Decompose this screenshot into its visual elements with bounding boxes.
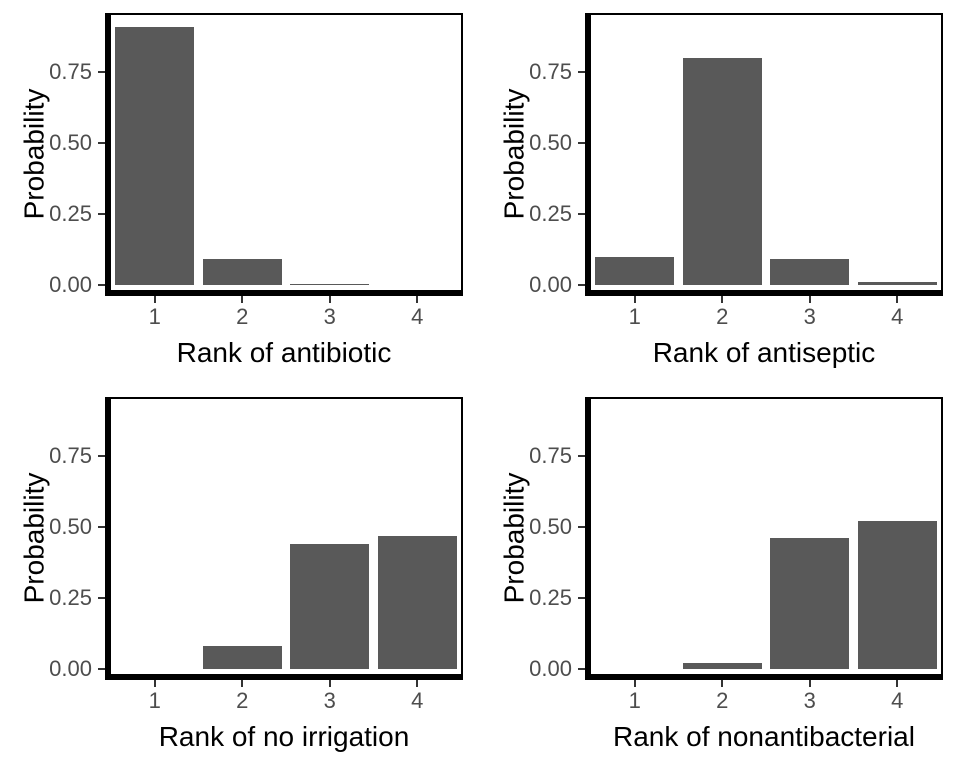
x-tick-mark	[416, 296, 419, 303]
chart-antibiotic: Probability Rank of antibiotic 0.00 0.25 0…	[0, 0, 480, 384]
y-tick-label: 0.50	[529, 514, 572, 539]
y-tick-label: 0.50	[529, 130, 572, 155]
x-tick-mark	[896, 680, 899, 687]
x-axis-title: Rank of nonantibacterial	[613, 721, 915, 752]
x-tick-label: 2	[236, 304, 249, 329]
y-tick-mark	[578, 526, 585, 528]
y-tick-mark	[98, 142, 105, 144]
x-tick-mark	[808, 680, 811, 687]
y-tick-mark	[98, 213, 105, 215]
bar-rank-2	[202, 646, 282, 669]
x-tick-label: 1	[628, 304, 641, 329]
y-tick-mark	[98, 526, 105, 528]
x-tick-mark	[721, 680, 724, 687]
y-tick-mark	[578, 668, 585, 670]
y-tick-label: 0.75	[49, 443, 92, 468]
y-tick-mark	[578, 597, 585, 599]
y-tick-mark	[578, 71, 585, 73]
x-tick-mark	[153, 680, 156, 687]
bar-rank-4	[857, 521, 937, 669]
x-tick-mark	[633, 296, 636, 303]
x-tick-label: 3	[323, 688, 336, 713]
x-tick-mark	[328, 680, 331, 687]
x-tick-label: 2	[236, 688, 249, 713]
x-tick-label: 1	[148, 304, 161, 329]
x-tick-mark	[241, 680, 244, 687]
x-tick-mark	[896, 296, 899, 303]
chart-nonantibacterial: Probability Rank of nonantibacterial 0.0…	[480, 384, 960, 768]
bar-rank-2	[682, 663, 762, 669]
x-tick-label: 2	[716, 304, 729, 329]
y-tick-label: 0.75	[529, 443, 572, 468]
bar-rank-3	[290, 544, 370, 669]
y-tick-label: 0.25	[529, 201, 572, 226]
y-tick-mark	[98, 284, 105, 286]
y-tick-label: 0.50	[49, 130, 92, 155]
chart-no-irrigation: Probability Rank of no irrigation 0.00 0.…	[0, 384, 480, 768]
bar-rank-3	[770, 259, 850, 285]
x-tick-label: 2	[716, 688, 729, 713]
y-tick-label: 0.25	[49, 585, 92, 610]
x-tick-label: 3	[803, 304, 816, 329]
x-tick-mark	[808, 296, 811, 303]
x-tick-label: 4	[891, 688, 904, 713]
y-tick-mark	[578, 142, 585, 144]
x-tick-label: 4	[411, 304, 424, 329]
y-tick-mark	[578, 455, 585, 457]
x-tick-mark	[633, 680, 636, 687]
bar-rank-1	[595, 257, 675, 285]
x-tick-mark	[241, 296, 244, 303]
x-tick-label: 3	[323, 304, 336, 329]
plot-panel	[105, 13, 463, 296]
x-tick-mark	[328, 296, 331, 303]
x-tick-label: 4	[411, 688, 424, 713]
y-tick-mark	[98, 455, 105, 457]
y-tick-mark	[578, 213, 585, 215]
bar-rank-3	[290, 284, 370, 285]
y-tick-label: 0.50	[49, 514, 92, 539]
bar-rank-4	[377, 536, 457, 669]
x-axis-title: Rank of antibiotic	[176, 337, 392, 368]
x-tick-mark	[153, 296, 156, 303]
plot-panel	[585, 13, 943, 296]
y-tick-label: 0.25	[49, 201, 92, 226]
y-tick-label: 0.25	[529, 585, 572, 610]
y-tick-label: 0.00	[49, 656, 92, 681]
x-tick-mark	[721, 296, 724, 303]
x-tick-label: 1	[148, 688, 161, 713]
y-tick-mark	[98, 668, 105, 670]
bar-rank-2	[682, 58, 762, 285]
x-tick-label: 4	[891, 304, 904, 329]
bar-rank-2	[202, 259, 282, 285]
x-tick-label: 3	[803, 688, 816, 713]
x-axis-title: Rank of antiseptic	[652, 337, 876, 368]
bar-rank-3	[770, 538, 850, 669]
bar-rank-1	[115, 27, 195, 285]
chart-antiseptic: Probability Rank of antiseptic 0.00 0.25 0…	[480, 0, 960, 384]
y-tick-mark	[98, 71, 105, 73]
plot-panel	[105, 397, 463, 680]
y-tick-mark	[578, 284, 585, 286]
y-tick-label: 0.75	[529, 59, 572, 84]
plot-panel	[585, 397, 943, 680]
y-tick-mark	[98, 597, 105, 599]
y-tick-label: 0.00	[49, 272, 92, 297]
y-tick-label: 0.00	[529, 272, 572, 297]
y-tick-label: 0.00	[529, 656, 572, 681]
x-tick-label: 1	[628, 688, 641, 713]
x-tick-mark	[416, 680, 419, 687]
bar-rank-4	[857, 282, 937, 285]
y-tick-label: 0.75	[49, 59, 92, 84]
x-axis-title: Rank of no irrigation	[158, 721, 410, 752]
